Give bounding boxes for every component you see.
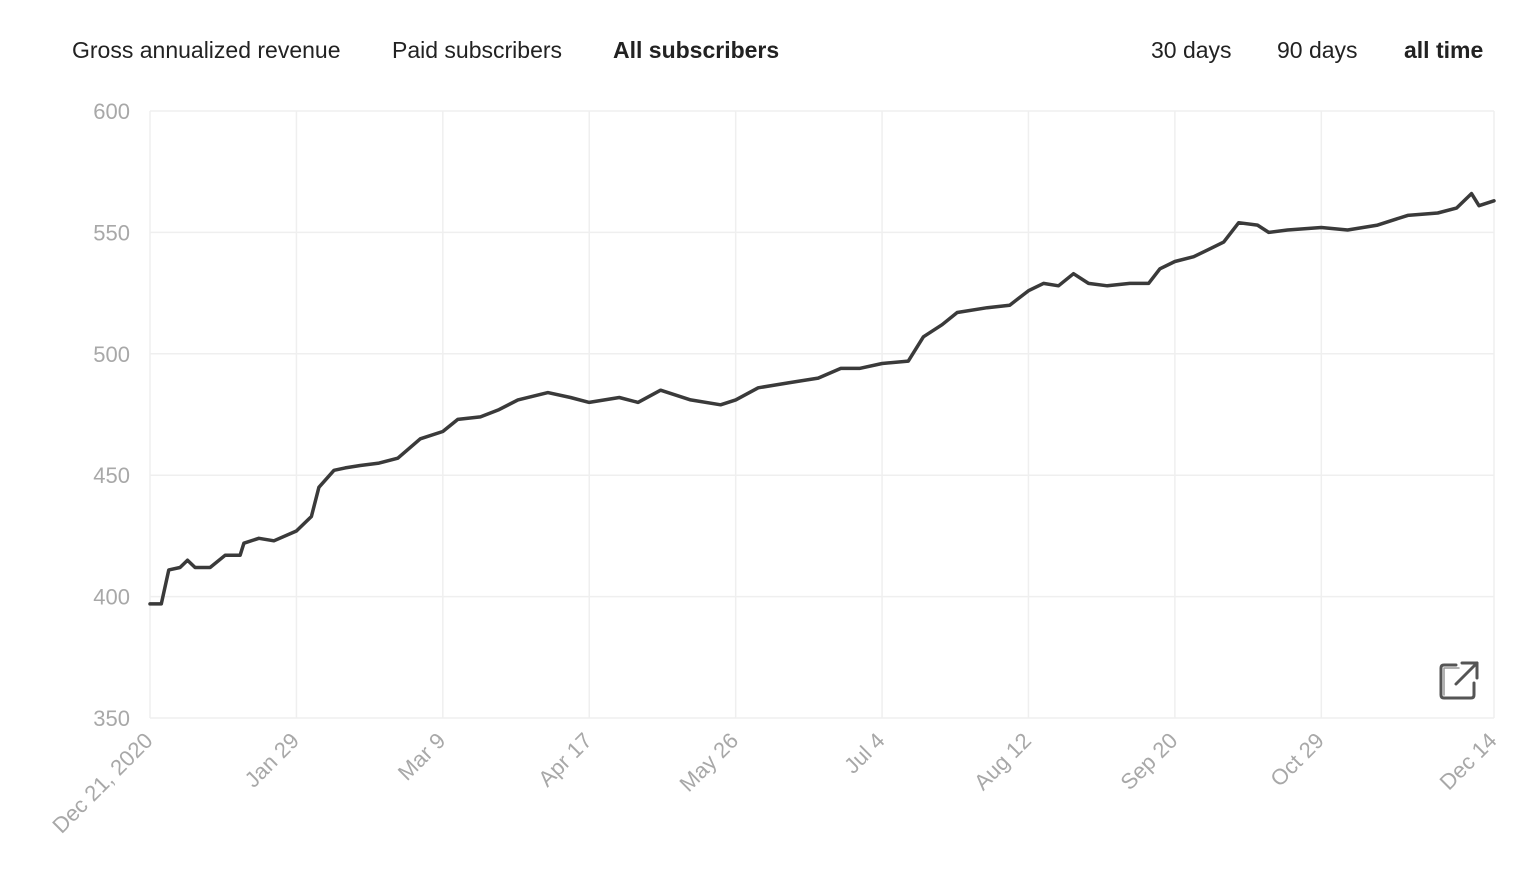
x-tick-label: Apr 17 [533, 728, 597, 792]
x-tick-label: Dec 14 [1435, 728, 1502, 795]
tab[interactable]: All subscribers [613, 37, 780, 63]
y-tick-label: 500 [93, 342, 130, 367]
tab[interactable]: 30 days [1151, 37, 1232, 63]
y-tick-label: 450 [93, 463, 130, 488]
y-tick-label: 350 [93, 706, 130, 731]
x-tick-label: Jan 29 [240, 728, 304, 792]
data-line [148, 191, 1496, 606]
tab[interactable]: Paid subscribers [392, 37, 563, 63]
x-tick-label: Jul 4 [839, 728, 890, 779]
y-tick-label: 600 [93, 99, 130, 124]
x-tick-label: Mar 9 [393, 728, 450, 785]
open-external-icon[interactable] [1439, 661, 1479, 700]
x-tick-label: Oct 29 [1265, 728, 1329, 792]
y-tick-label: 550 [93, 220, 130, 245]
y-tick-label: 400 [93, 585, 130, 610]
x-tick-label: Sep 20 [1115, 728, 1182, 795]
tab[interactable]: Gross annualized revenue [72, 37, 341, 63]
x-tick-label: Dec 21, 2020 [47, 728, 157, 838]
tab[interactable]: 90 days [1277, 37, 1358, 63]
x-tick-label: May 26 [674, 728, 743, 797]
tab[interactable]: all time [1404, 37, 1484, 63]
x-tick-label: Aug 12 [969, 728, 1036, 795]
